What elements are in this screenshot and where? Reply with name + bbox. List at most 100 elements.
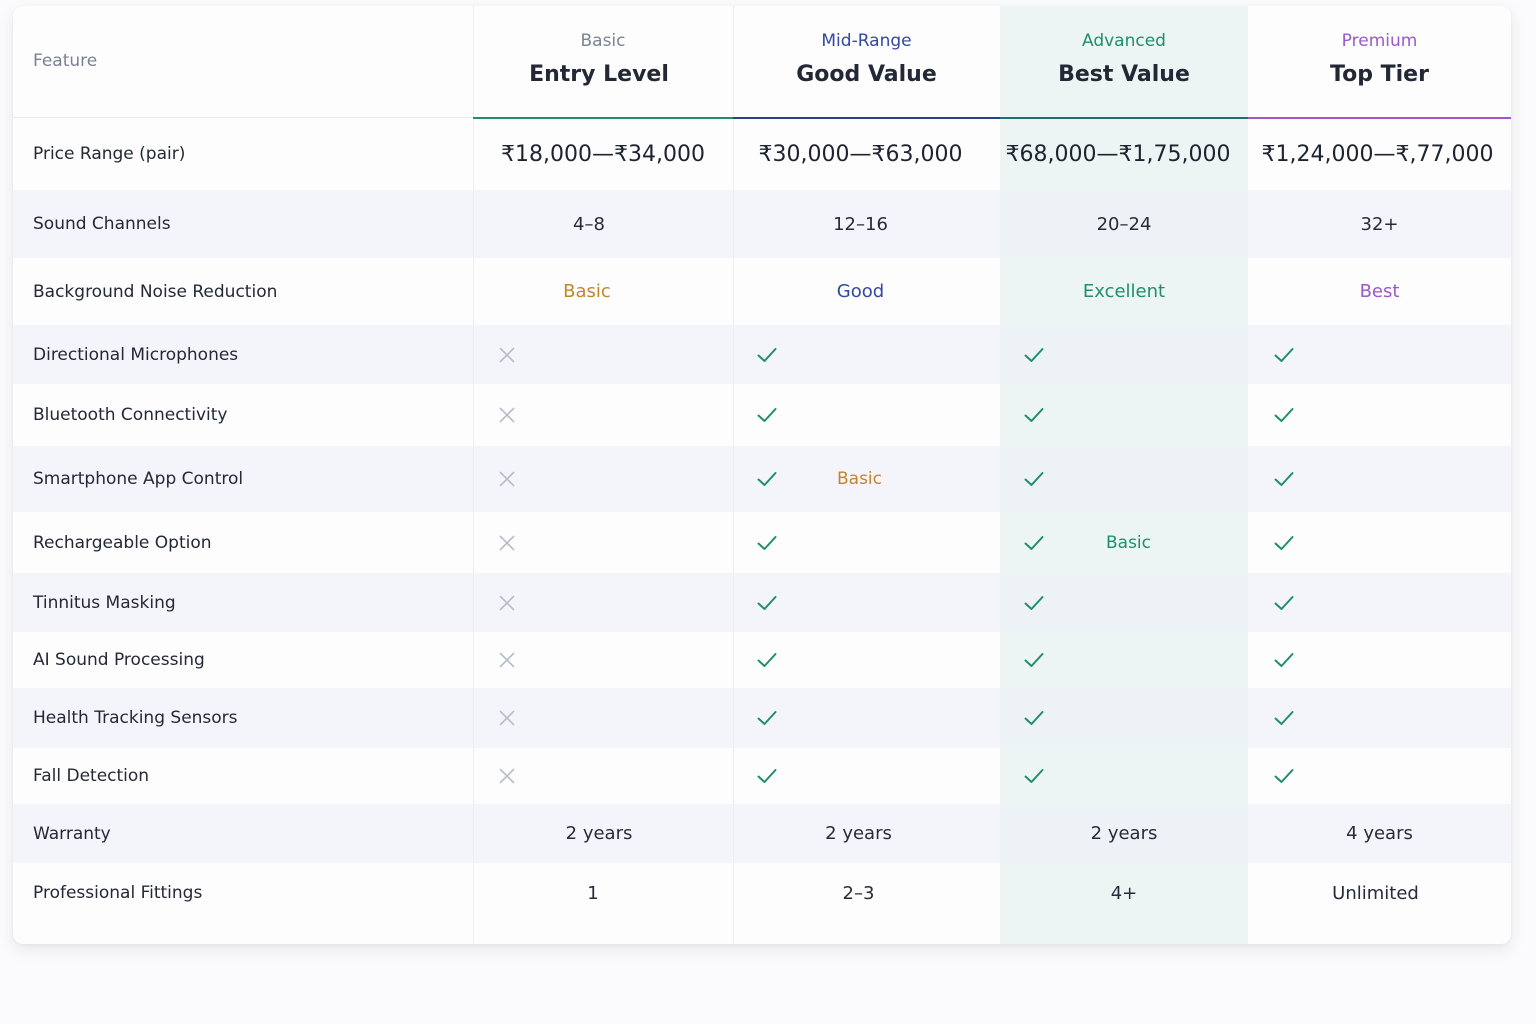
table-cell — [473, 573, 733, 632]
table-row: AI Sound Processing — [13, 632, 1511, 688]
table-row: Health Tracking Sensors — [13, 688, 1511, 748]
table-cell: Basic — [733, 446, 1000, 512]
table-cell: 2 years — [565, 823, 633, 844]
cross-icon — [495, 764, 519, 788]
header-accent-bar — [733, 117, 1000, 119]
table-cell — [473, 688, 733, 748]
table-row: Professional Fittings 1 2–3 4+ Unlimited — [13, 863, 1511, 923]
check-icon — [755, 648, 779, 672]
table-row: Warranty 2 years 2 years 2 years 4 years — [13, 804, 1511, 863]
check-icon — [1022, 764, 1046, 788]
tier-label: Advanced — [1082, 31, 1166, 51]
check-icon — [1272, 591, 1296, 615]
table-row: Tinnitus Masking — [13, 573, 1511, 632]
table-cell — [733, 748, 1000, 804]
table-cell — [1000, 384, 1248, 446]
price-value: ₹1,24,000—₹,77,000 — [1261, 141, 1494, 167]
table-cell: 2 years — [825, 823, 892, 844]
check-icon — [1022, 403, 1046, 427]
check-icon — [1272, 648, 1296, 672]
header-mid-range: Mid-Range Good Value — [733, 6, 1000, 119]
plan-name: Top Tier — [1330, 62, 1429, 87]
tier-label: Premium — [1341, 31, 1418, 51]
plan-name: Good Value — [796, 62, 937, 87]
check-icon — [755, 764, 779, 788]
table-row: Sound Channels 4–8 12–16 20–24 32+ — [13, 190, 1511, 258]
feature-label: AI Sound Processing — [33, 650, 205, 670]
table-cell — [1248, 446, 1511, 512]
check-icon — [755, 706, 779, 730]
table-cell: Unlimited — [1332, 882, 1419, 904]
rating-value: Good — [836, 281, 885, 302]
table-cell: Basic — [1000, 512, 1248, 573]
feature-note: Basic — [837, 469, 883, 489]
check-icon — [1272, 706, 1296, 730]
table-row: Smartphone App Control Basic — [13, 446, 1511, 512]
tier-label: Mid-Range — [821, 31, 912, 51]
feature-label: Fall Detection — [33, 766, 150, 786]
price-value: ₹30,000—₹63,000 — [758, 141, 963, 167]
table-cell — [733, 384, 1000, 446]
table-cell — [1248, 688, 1511, 748]
table-cell — [733, 512, 1000, 573]
feature-label: Smartphone App Control — [33, 469, 244, 489]
cross-icon — [495, 467, 519, 491]
cross-icon — [495, 343, 519, 367]
table-cell — [1248, 632, 1511, 688]
feature-label: Tinnitus Masking — [33, 592, 176, 613]
table-cell — [733, 573, 1000, 632]
table-cell — [1248, 512, 1511, 573]
table-cell — [473, 384, 733, 446]
table-cell — [473, 632, 733, 688]
table-cell: 4–8 — [573, 213, 605, 235]
header-accent-bar — [1248, 117, 1511, 119]
feature-label: Rechargeable Option — [33, 532, 212, 553]
table-cell: 4 years — [1346, 823, 1413, 844]
table-cell — [1248, 573, 1511, 632]
table-row: Fall Detection — [13, 748, 1511, 804]
cross-icon — [495, 706, 519, 730]
plan-name: Best Value — [1058, 62, 1190, 87]
table-cell: 2 years — [1090, 823, 1158, 844]
cross-icon — [495, 403, 519, 427]
table-cell — [1000, 573, 1248, 632]
check-icon — [1272, 467, 1296, 491]
table-header: Feature Basic Entry Level Mid-Range Good… — [13, 6, 1511, 119]
rating-value: Best — [1359, 281, 1400, 302]
check-icon — [1022, 531, 1046, 555]
feature-label: Health Tracking Sensors — [33, 708, 238, 728]
check-icon — [1272, 343, 1296, 367]
check-icon — [755, 343, 779, 367]
feature-column-header: Feature — [33, 51, 98, 71]
table-cell — [733, 632, 1000, 688]
check-icon — [1022, 648, 1046, 672]
check-icon — [755, 403, 779, 427]
table-cell — [473, 446, 733, 512]
comparison-table: Feature Basic Entry Level Mid-Range Good… — [13, 6, 1511, 944]
table-cell: 20–24 — [1096, 213, 1152, 235]
feature-label: Background Noise Reduction — [33, 281, 278, 302]
feature-label: Professional Fittings — [33, 883, 203, 903]
check-icon — [1272, 531, 1296, 555]
check-icon — [1272, 403, 1296, 427]
price-value: ₹18,000—₹34,000 — [501, 141, 705, 167]
header-basic: Basic Entry Level — [473, 6, 733, 119]
table-row: Background Noise Reduction Basic Good Excel… — [13, 258, 1511, 325]
cross-icon — [495, 531, 519, 555]
cross-icon — [495, 591, 519, 615]
table-cell — [1000, 446, 1248, 512]
feature-label: Price Range (pair) — [33, 144, 186, 164]
feature-label: Directional Microphones — [33, 344, 239, 365]
table-cell: 1 — [587, 882, 599, 904]
tier-label: Basic — [580, 31, 626, 51]
table-cell — [733, 688, 1000, 748]
table-cell: 12–16 — [833, 213, 888, 235]
table-cell — [1000, 632, 1248, 688]
table-cell: 2–3 — [842, 882, 875, 904]
cross-icon — [495, 648, 519, 672]
check-icon — [755, 531, 779, 555]
table-cell — [1000, 325, 1248, 384]
table-row: Directional Microphones — [13, 325, 1511, 384]
check-icon — [755, 591, 779, 615]
price-value: ₹68,000—₹1,75,000 — [1005, 141, 1231, 167]
